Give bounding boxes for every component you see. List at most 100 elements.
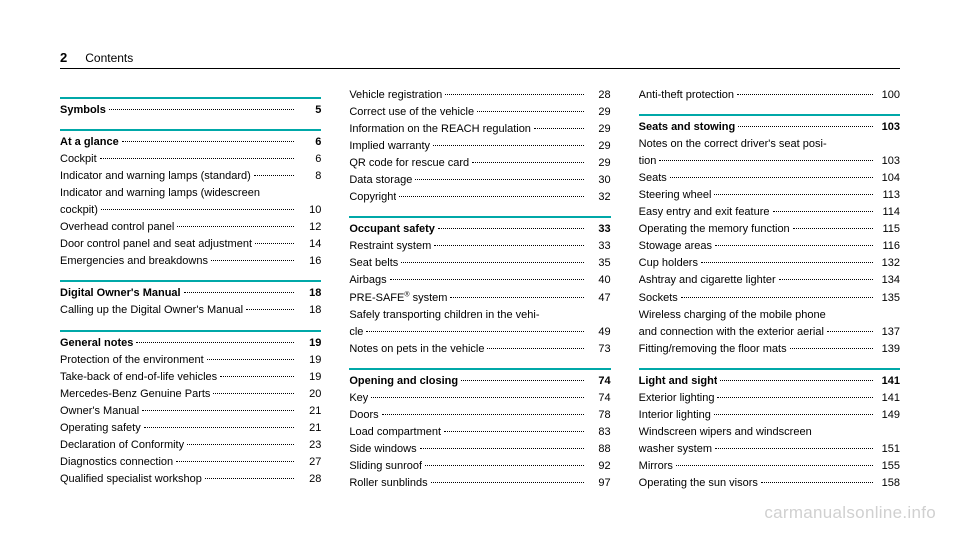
toc-page: 78 (587, 407, 611, 424)
toc-entry: Door control panel and seat adjustment14 (60, 236, 321, 253)
leader-dots (420, 448, 584, 449)
leader-dots (714, 194, 873, 195)
leader-dots (213, 393, 294, 394)
toc-page: 16 (297, 253, 321, 270)
leader-dots (659, 160, 873, 161)
toc-label: Operating the memory function (639, 221, 790, 238)
toc-label: Stowage areas (639, 238, 712, 255)
toc-page: 6 (297, 134, 321, 151)
toc-label: Data storage (349, 172, 412, 189)
toc-entry: tion103 (639, 153, 900, 170)
section-rule (639, 114, 900, 116)
toc-entry: Stowage areas 116 (639, 238, 900, 255)
page-number: 2 (60, 50, 67, 65)
leader-dots (415, 179, 583, 180)
toc-label: Diagnostics connection (60, 454, 173, 471)
section-rule (349, 368, 610, 370)
leader-dots (779, 279, 873, 280)
toc-entry: Roller sunblinds97 (349, 475, 610, 492)
leader-dots (177, 226, 294, 227)
toc-page: 47 (587, 290, 611, 307)
toc-label: Airbags (349, 272, 386, 289)
toc-entry: Occupant safety33 (349, 221, 610, 238)
toc-col-1: Symbols5At a glance6Cockpit6Indicator an… (60, 87, 321, 492)
toc-entry: Implied warranty29 (349, 138, 610, 155)
toc-page: 114 (876, 204, 900, 221)
toc-page: 49 (587, 324, 611, 341)
toc-page: 18 (297, 285, 321, 302)
toc-page: 115 (876, 221, 900, 238)
toc-label: Qualified specialist workshop (60, 471, 202, 488)
toc-page: 33 (587, 238, 611, 255)
toc-page: 6 (297, 151, 321, 168)
leader-dots (371, 397, 583, 398)
toc-page: 27 (297, 454, 321, 471)
toc-page: 14 (297, 236, 321, 253)
toc-label: Declaration of Conformity (60, 437, 184, 454)
leader-dots (737, 94, 873, 95)
toc-page: 103 (876, 153, 900, 170)
section-rule (639, 368, 900, 370)
toc-continuation: Windscreen wipers and windscreen (639, 424, 900, 441)
leader-dots (434, 245, 583, 246)
leader-dots (670, 177, 873, 178)
toc-page: 116 (876, 238, 900, 255)
toc-entry: Opening and closing 74 (349, 373, 610, 390)
toc-page: 30 (587, 172, 611, 189)
toc-page: 28 (587, 87, 611, 104)
leader-dots (366, 331, 583, 332)
toc-page: 113 (876, 187, 900, 204)
leader-dots (477, 111, 584, 112)
leader-dots (382, 414, 584, 415)
toc-entry: Load compartment83 (349, 424, 610, 441)
toc-label: cle (349, 324, 363, 341)
leader-dots (681, 297, 873, 298)
toc-entry: Take-back of end-of-life vehicles 19 (60, 369, 321, 386)
toc-label: cockpit) (60, 202, 98, 219)
toc-entry: Calling up the Digital Owner's Manual18 (60, 302, 321, 319)
leader-dots (144, 427, 295, 428)
toc-page: 149 (876, 407, 900, 424)
toc-entry: Digital Owner's Manual18 (60, 285, 321, 302)
toc-page: 12 (297, 219, 321, 236)
section-rule (60, 97, 321, 99)
toc-label: Steering wheel (639, 187, 712, 204)
toc-page: 74 (587, 373, 611, 390)
leader-dots (773, 211, 873, 212)
toc-label: Key (349, 390, 368, 407)
toc-page: 5 (297, 102, 321, 119)
toc-entry: Operating the sun visors158 (639, 475, 900, 492)
toc-page: 104 (876, 170, 900, 187)
toc-entry: Light and sight141 (639, 373, 900, 390)
toc-label: PRE-SAFE® system (349, 290, 447, 307)
toc-entry: Airbags 40 (349, 272, 610, 289)
toc-entry: Seats and stowing103 (639, 119, 900, 136)
leader-dots (445, 94, 583, 95)
toc-page: 103 (876, 119, 900, 136)
toc-entry: At a glance 6 (60, 134, 321, 151)
toc-entry: Fitting/removing the floor mats139 (639, 341, 900, 358)
page: 2 Contents Symbols5At a glance6Cockpit6I… (0, 0, 960, 512)
toc-page: 19 (297, 369, 321, 386)
toc-label: Side windows (349, 441, 416, 458)
toc-page: 28 (297, 471, 321, 488)
leader-dots (701, 262, 873, 263)
toc-page: 40 (587, 272, 611, 289)
toc-label: At a glance (60, 134, 119, 151)
toc-page: 141 (876, 390, 900, 407)
toc-label: Implied warranty (349, 138, 430, 155)
toc-label: Light and sight (639, 373, 718, 390)
toc-label: Occupant safety (349, 221, 435, 238)
toc-label: Seats (639, 170, 667, 187)
leader-dots (254, 175, 295, 176)
toc-label: Take-back of end-of-life vehicles (60, 369, 217, 386)
section-rule (349, 216, 610, 218)
toc-entry: Cup holders132 (639, 255, 900, 272)
leader-dots (714, 414, 873, 415)
toc-page: 137 (876, 324, 900, 341)
toc-label: Load compartment (349, 424, 441, 441)
toc-label: Opening and closing (349, 373, 458, 390)
leader-dots (715, 448, 873, 449)
toc-label: Vehicle registration (349, 87, 442, 104)
leader-dots (122, 141, 295, 142)
